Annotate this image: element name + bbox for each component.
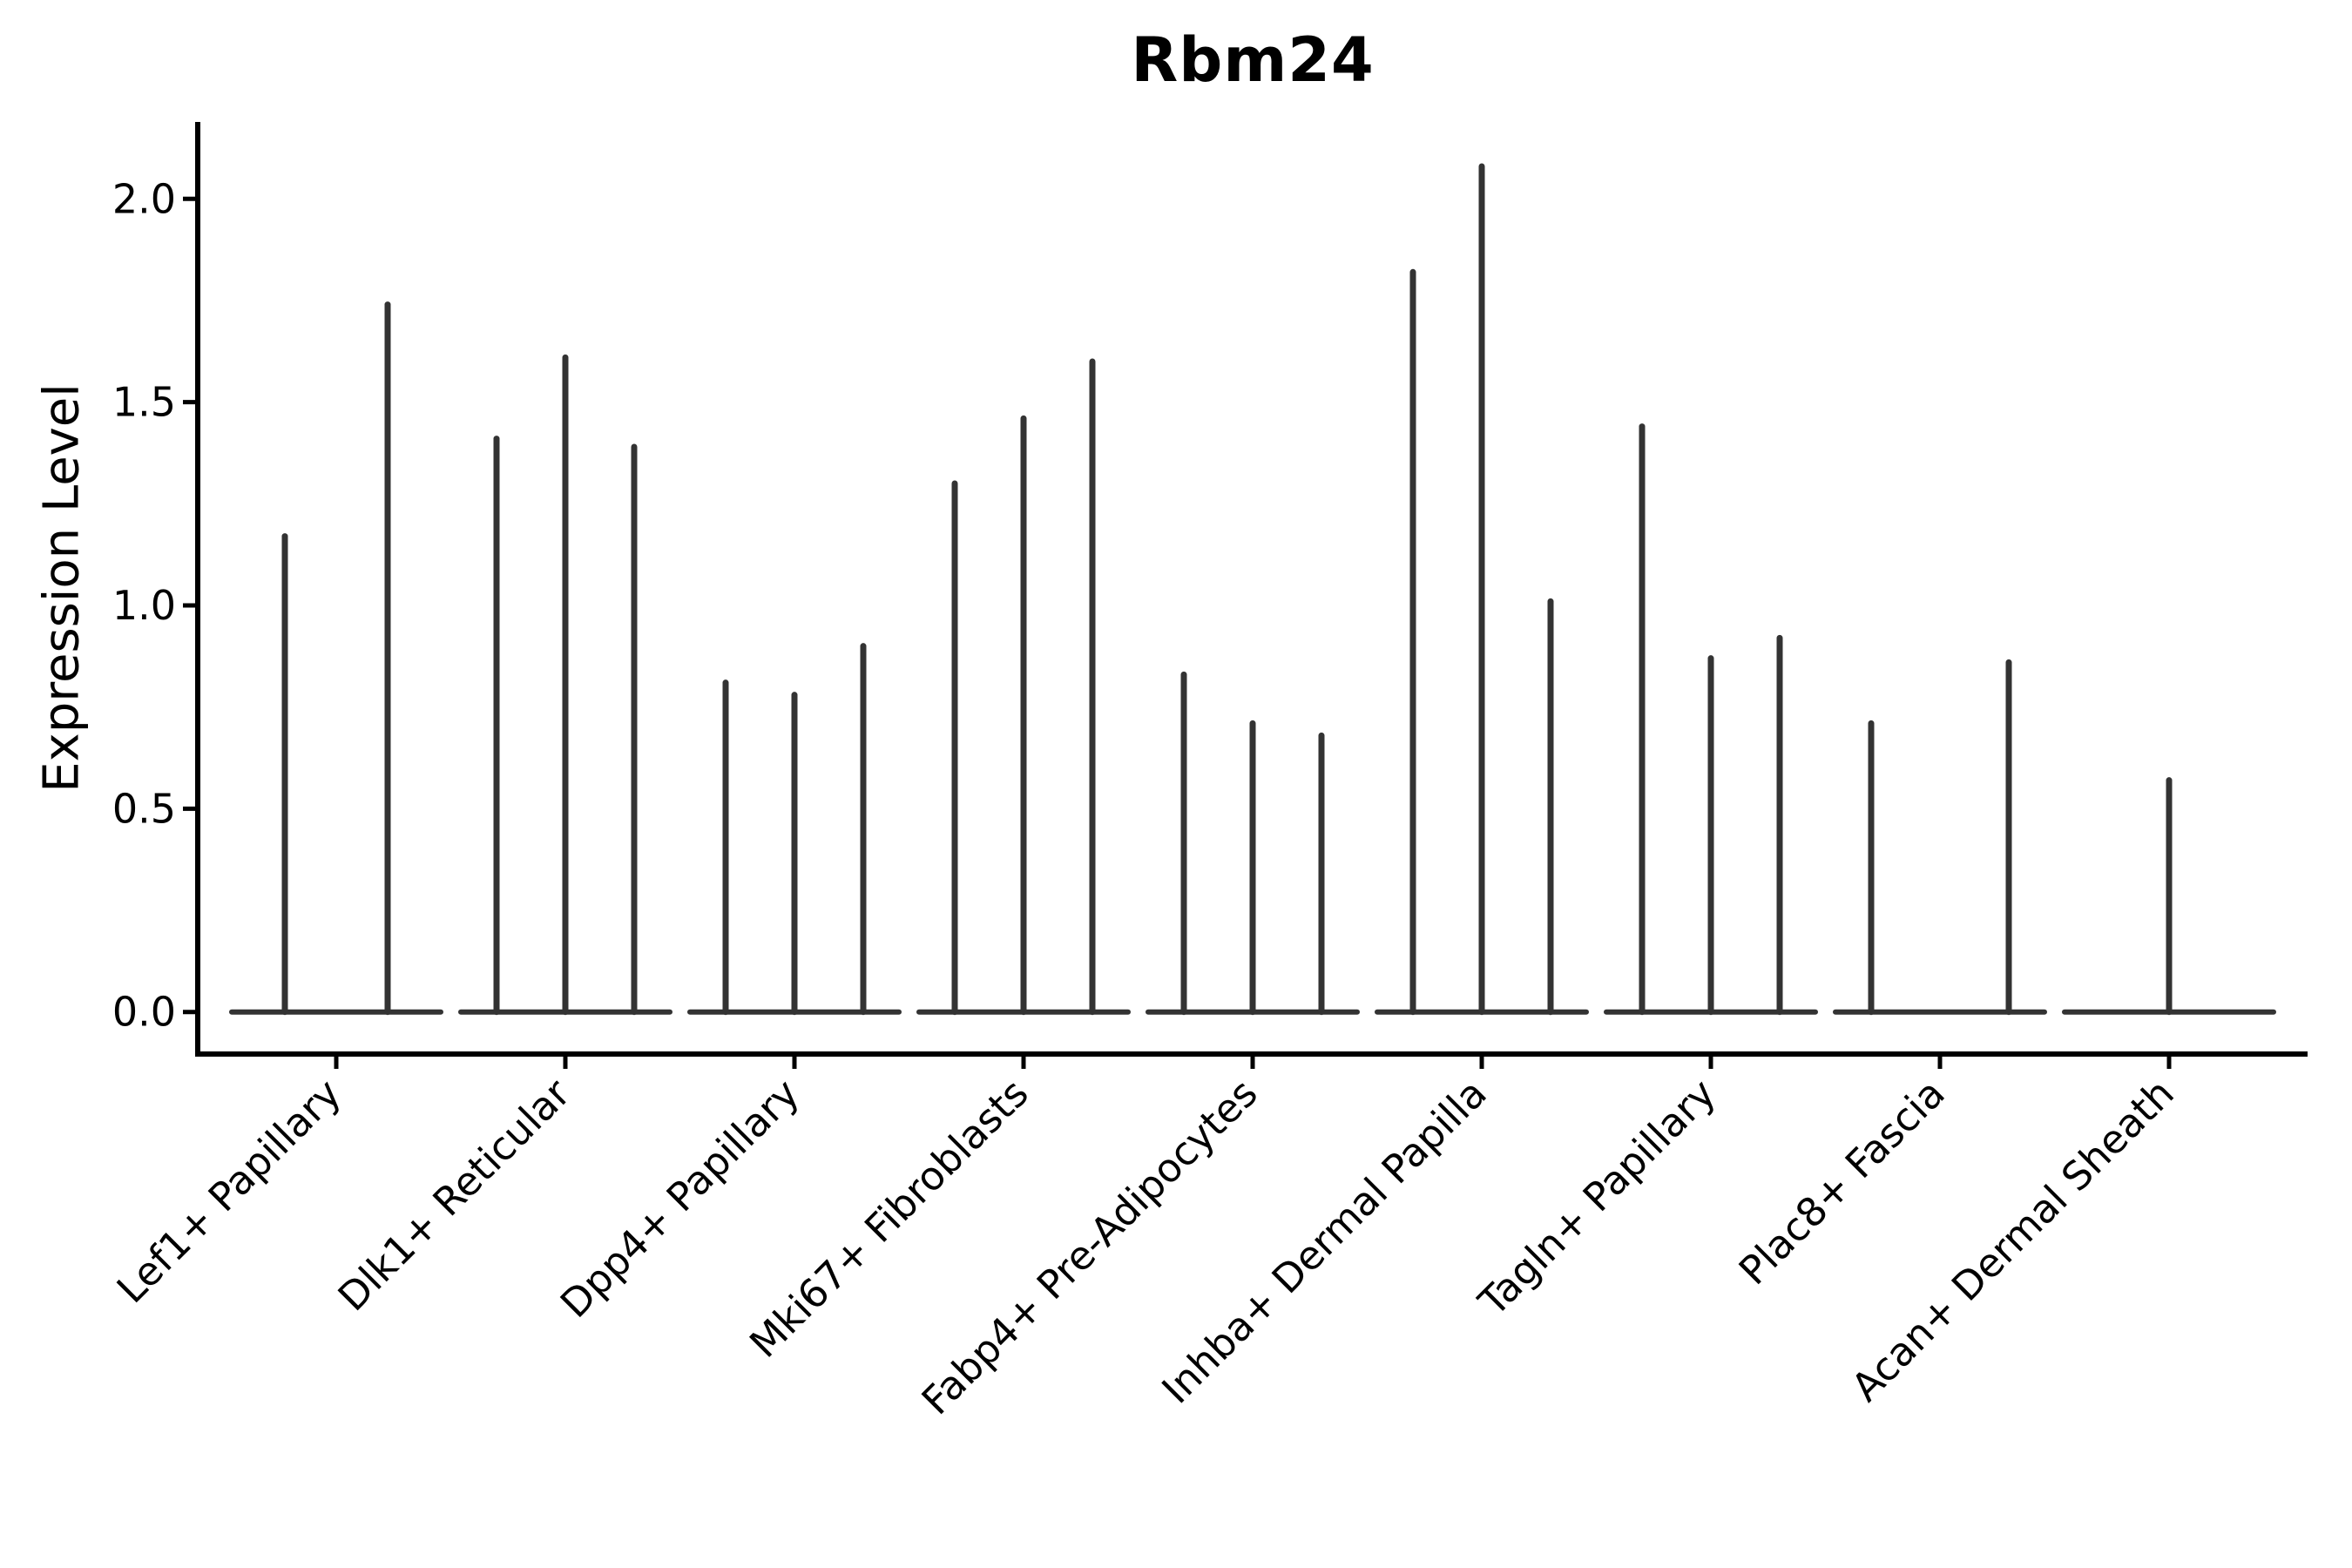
y-tick-label: 0.5	[112, 785, 176, 832]
x-tick-label: Plac8+ Fascia	[1730, 1070, 1954, 1294]
chart-title: Rbm24	[1131, 24, 1375, 96]
x-tick-label: Dlk1+ Reticular	[329, 1070, 579, 1320]
y-tick-label: 2.0	[112, 175, 176, 222]
x-tick-label: Lef1+ Papillary	[108, 1070, 350, 1312]
x-tick-label: Dpp4+ Papillary	[551, 1070, 808, 1327]
x-tick-label: Tagln+ Papillary	[1470, 1070, 1725, 1325]
y-tick-label: 1.5	[112, 379, 176, 426]
y-tick-label: 0.0	[112, 989, 176, 1036]
y-tick-label: 1.0	[112, 582, 176, 629]
